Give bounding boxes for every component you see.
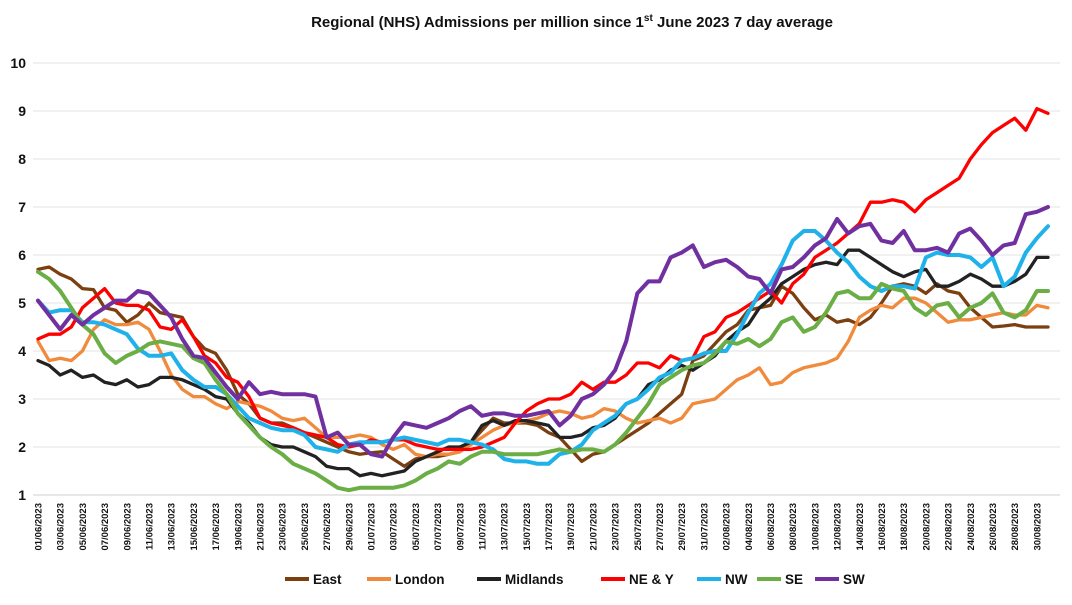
x-tick-label: 07/07/2023 xyxy=(433,503,444,551)
series-lines xyxy=(36,106,1050,493)
x-tick-label: 09/07/2023 xyxy=(455,503,466,551)
legend-label: Midlands xyxy=(505,572,564,587)
x-tick-label: 21/06/2023 xyxy=(255,503,266,551)
y-tick-label: 10 xyxy=(10,55,26,71)
x-tick-label: 23/06/2023 xyxy=(278,503,289,551)
x-tick-label: 05/06/2023 xyxy=(78,503,89,551)
y-tick-label: 9 xyxy=(18,103,26,119)
x-tick-label: 03/06/2023 xyxy=(56,503,67,551)
x-tick-label: 18/08/2023 xyxy=(899,503,910,551)
x-tick-label: 27/07/2023 xyxy=(655,503,666,551)
legend-label: SE xyxy=(785,572,803,587)
series-line-sw xyxy=(36,205,1050,459)
y-tick-label: 7 xyxy=(18,199,26,215)
x-tick-label: 15/06/2023 xyxy=(189,503,200,551)
legend-label: NE & Y xyxy=(629,572,674,587)
x-tick-label: 29/06/2023 xyxy=(344,503,355,551)
y-tick-label: 2 xyxy=(18,439,26,455)
legend: East London Midlands NE & Y NW SE SW xyxy=(285,572,865,587)
x-tick-label: 24/08/2023 xyxy=(966,503,977,551)
x-tick-label: 21/07/2023 xyxy=(588,503,599,551)
series-line-midlands xyxy=(36,248,1050,478)
series-line-se xyxy=(36,269,1050,493)
x-tick-label: 12/08/2023 xyxy=(833,503,844,551)
x-tick-label: 27/06/2023 xyxy=(322,503,333,551)
y-tick-label: 4 xyxy=(18,343,26,359)
y-axis-ticks: 1 2 3 4 5 6 7 8 9 10 xyxy=(10,55,26,503)
x-tick-label: 09/06/2023 xyxy=(122,503,133,551)
x-tick-label: 11/07/2023 xyxy=(477,503,488,550)
legend-item: NW xyxy=(697,572,748,587)
series-line-east xyxy=(36,265,1050,468)
x-tick-label: 26/08/2023 xyxy=(988,503,999,551)
y-tick-label: 1 xyxy=(18,487,26,503)
legend-label: London xyxy=(395,572,444,587)
x-tick-label: 17/07/2023 xyxy=(544,503,555,551)
x-tick-label: 10/08/2023 xyxy=(810,503,821,551)
x-tick-label: 06/08/2023 xyxy=(766,503,777,551)
x-tick-label: 03/07/2023 xyxy=(389,503,400,551)
x-tick-label: 15/07/2023 xyxy=(522,503,533,551)
legend-label: SW xyxy=(843,572,865,587)
y-tick-label: 5 xyxy=(18,295,26,311)
x-tick-label: 04/08/2023 xyxy=(744,503,755,551)
y-tick-label: 3 xyxy=(18,391,26,407)
x-tick-label: 01/06/2023 xyxy=(34,503,45,551)
x-tick-label: 11/06/2023 xyxy=(144,503,155,550)
x-tick-label: 25/06/2023 xyxy=(300,503,311,551)
x-tick-label: 19/07/2023 xyxy=(566,503,577,551)
x-tick-label: 17/06/2023 xyxy=(211,503,222,551)
x-tick-label: 13/06/2023 xyxy=(167,503,178,551)
x-tick-label: 01/07/2023 xyxy=(366,503,377,551)
legend-label: East xyxy=(313,572,342,587)
x-tick-label: 05/07/2023 xyxy=(411,503,422,551)
x-tick-label: 29/07/2023 xyxy=(677,503,688,551)
legend-item: London xyxy=(367,572,444,587)
legend-item: SW xyxy=(815,572,865,587)
series-line-nw xyxy=(36,224,1050,466)
legend-item: Midlands xyxy=(477,572,564,587)
x-tick-label: 31/07/2023 xyxy=(699,503,710,551)
x-tick-label: 08/08/2023 xyxy=(788,503,799,551)
x-tick-label: 16/08/2023 xyxy=(877,503,888,551)
x-tick-label: 30/08/2023 xyxy=(1032,503,1043,551)
x-tick-label: 20/08/2023 xyxy=(921,503,932,551)
x-tick-label: 22/08/2023 xyxy=(944,503,955,551)
x-tick-label: 14/08/2023 xyxy=(855,503,866,551)
x-tick-label: 25/07/2023 xyxy=(633,503,644,551)
legend-item: East xyxy=(285,572,342,587)
y-tick-label: 6 xyxy=(18,247,26,263)
legend-item: SE xyxy=(757,572,803,587)
gridlines xyxy=(33,62,1060,496)
x-tick-label: 19/06/2023 xyxy=(233,503,244,551)
legend-label: NW xyxy=(725,572,748,587)
chart-title: Regional (NHS) Admissions per million si… xyxy=(311,13,833,31)
y-tick-label: 8 xyxy=(18,151,26,167)
x-axis-ticks: 01/06/2023 03/06/2023 05/06/2023 07/06/2023… xyxy=(34,503,1044,551)
series-line-london xyxy=(36,296,1050,459)
legend-item: NE & Y xyxy=(601,572,674,587)
x-tick-label: 28/08/2023 xyxy=(1010,503,1021,551)
x-tick-label: 13/07/2023 xyxy=(500,503,511,551)
x-tick-label: 23/07/2023 xyxy=(611,503,622,551)
x-tick-label: 07/06/2023 xyxy=(100,503,111,551)
series-line-ne-y xyxy=(36,106,1050,452)
x-tick-label: 02/08/2023 xyxy=(722,503,733,551)
